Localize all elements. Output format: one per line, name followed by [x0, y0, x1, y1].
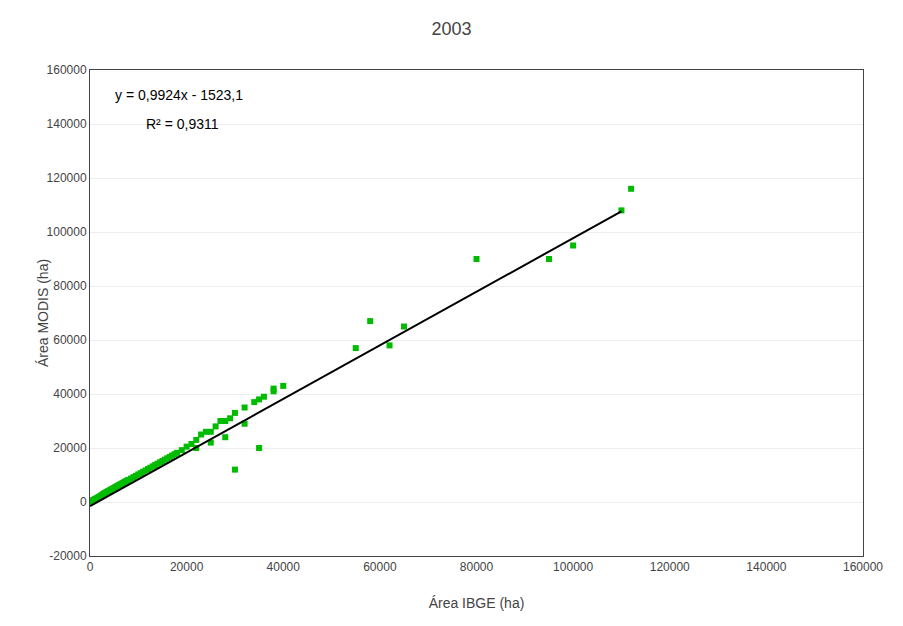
svg-text:100000: 100000 — [553, 560, 593, 574]
svg-text:140000: 140000 — [47, 117, 87, 131]
svg-text:20000: 20000 — [53, 441, 87, 455]
svg-text:140000: 140000 — [746, 560, 786, 574]
svg-text:100000: 100000 — [47, 225, 87, 239]
svg-text:Área IBGE (ha): Área IBGE (ha) — [429, 595, 525, 611]
svg-text:y = 0,9924x - 1523,1: y = 0,9924x - 1523,1 — [115, 87, 243, 103]
svg-text:80000: 80000 — [53, 279, 87, 293]
svg-text:80000: 80000 — [460, 560, 494, 574]
svg-text:60000: 60000 — [363, 560, 397, 574]
svg-text:0: 0 — [87, 560, 94, 574]
svg-text:R² = 0,9311: R² = 0,9311 — [146, 116, 219, 132]
svg-text:160000: 160000 — [843, 560, 883, 574]
svg-text:-20000: -20000 — [49, 549, 87, 563]
svg-text:120000: 120000 — [650, 560, 690, 574]
svg-text:Área MODIS (ha): Área MODIS (ha) — [35, 259, 51, 367]
svg-text:2003: 2003 — [431, 19, 471, 39]
svg-text:60000: 60000 — [53, 333, 87, 347]
svg-text:40000: 40000 — [267, 560, 301, 574]
svg-text:160000: 160000 — [47, 63, 87, 77]
svg-text:0: 0 — [80, 495, 87, 509]
svg-text:120000: 120000 — [47, 171, 87, 185]
svg-text:40000: 40000 — [53, 387, 87, 401]
svg-text:20000: 20000 — [170, 560, 204, 574]
